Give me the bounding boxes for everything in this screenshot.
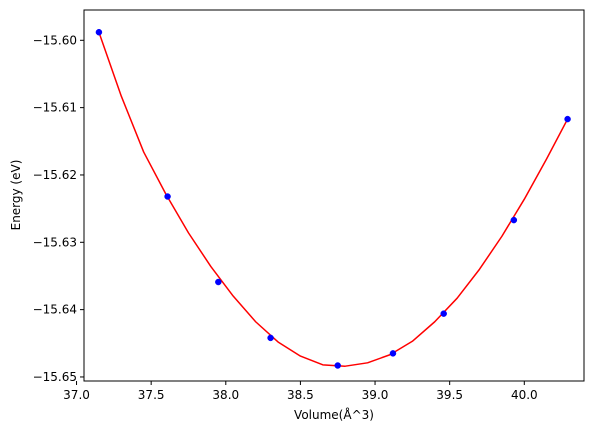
data-point <box>440 310 447 317</box>
y-tick-label: −15.63 <box>33 235 77 249</box>
x-tick-label: 38.0 <box>212 388 239 402</box>
fit-curve-layer <box>98 31 569 367</box>
y-tick-label: −15.60 <box>33 33 77 47</box>
x-tick-label: 37.0 <box>63 388 90 402</box>
x-tick-label: 39.0 <box>362 388 389 402</box>
plot-area <box>84 10 584 381</box>
data-point <box>510 216 518 224</box>
y-tick-label: −15.61 <box>33 101 77 115</box>
data-point <box>334 362 341 369</box>
plot-frame <box>83 9 585 382</box>
data-point <box>564 115 571 123</box>
data-point <box>267 334 274 342</box>
x-tick-label: 39.5 <box>436 388 463 402</box>
data-points-layer <box>95 28 571 369</box>
data-point <box>389 350 397 357</box>
x-tick-label: 37.5 <box>138 388 165 402</box>
y-axis-label: Energy (eV) <box>9 160 23 231</box>
data-point <box>215 278 222 286</box>
x-tick-label: 38.5 <box>287 388 314 402</box>
data-point <box>164 193 171 200</box>
y-tick-label: −15.62 <box>33 168 77 182</box>
y-tick-label: −15.65 <box>33 370 77 384</box>
y-tick-label: −15.64 <box>33 303 77 317</box>
x-tick-label: 40.0 <box>511 388 538 402</box>
x-axis-ticks: 37.0 37.5 38.0 38.5 39.0 39.5 40.0 <box>63 381 538 402</box>
x-axis-label: Volume(Å^3) <box>294 407 374 422</box>
y-axis-ticks: −15.60 −15.61 −15.62 −15.63 −15.64 −15.65 <box>33 33 84 384</box>
fit-curve-line <box>98 31 569 367</box>
data-point <box>95 28 103 36</box>
